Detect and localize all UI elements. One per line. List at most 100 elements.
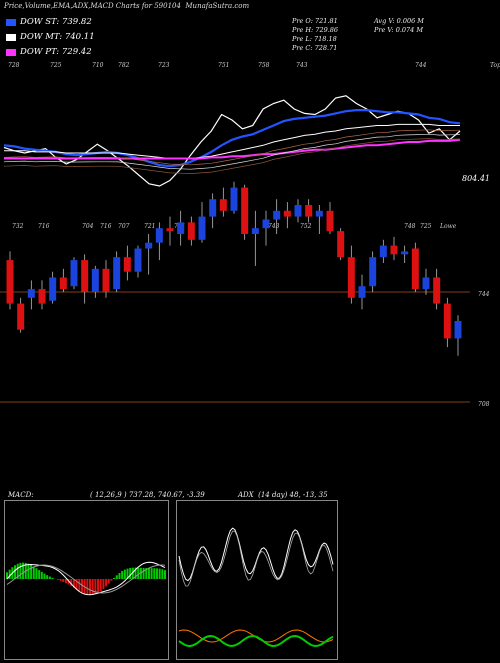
candle-bear [39,289,46,304]
adx-text: (14 day) 48, -13, 35 [258,491,327,499]
macd-histogram-bar [78,579,80,591]
legend-dow-mt: DOW MT: 740.11 [6,32,95,42]
legend-label-mt: DOW MT: [20,32,62,42]
price-label: 804.41 [462,174,490,183]
candle-bear [391,246,398,255]
legend-value-mt: 740.11 [65,32,95,42]
macd-histogram-bar [14,565,16,579]
legend-value-st: 739.82 [62,17,92,27]
top-tick-label: 725 [50,62,62,69]
macd-histogram-bar [41,572,43,579]
macd-histogram-bar [129,568,131,579]
bottom-tick-label: 704 [82,223,94,230]
candle-bull [316,211,323,217]
candle-bear [188,222,195,239]
bottom-tick-label: 707 [118,223,130,230]
adx-values: ADX (14 day) 48, -13, 35 [238,491,328,499]
macd-histogram-bar [43,574,45,579]
candle-bear [284,211,291,217]
ohlc-pre-vol: Pre V: 0.074 M [374,26,423,34]
macd-histogram-bar [65,579,67,583]
candle-bull [71,260,78,286]
ma-line-extra [4,130,460,165]
top-tick-label: Tope [490,62,500,69]
adx-di-minus-line [179,531,333,586]
candle-bull [380,246,387,258]
top-tick-label: 723 [158,62,170,69]
macd-histogram-bar [46,575,48,579]
ohlc-open: Pre O: 721.81 [292,17,338,25]
candle-bear [348,257,355,298]
macd-histogram-bar [105,579,107,586]
site-text: MunafaSutra.com [185,2,249,10]
top-tick-label: 710 [92,62,104,69]
macd-histogram-bar [108,579,110,584]
adx-line [179,636,333,646]
candle-bear [305,205,312,217]
macd-chart [5,501,168,659]
macd-histogram-bar [121,571,123,579]
legend-dow-pt: DOW PT: 729.42 [6,47,92,57]
bottom-tick-label: 732 [12,223,24,230]
bottom-tick-label: 752 [300,223,312,230]
candle-bull [401,251,408,254]
candle-bear [337,231,344,257]
bottom-tick-label: 716 [100,223,112,230]
macd-histogram-bar [86,579,88,595]
candle-bear [167,228,174,231]
macd-histogram-bar [35,568,37,579]
macd-histogram-bar [102,579,104,589]
candle-bear [220,199,227,211]
macd-histogram-bar [97,579,99,593]
candle-bear [7,260,14,304]
macd-histogram-bar [92,579,94,595]
macd-histogram-bar [124,570,126,579]
price-chart: 728725710782723751758743744Tope732716704… [0,58,500,478]
candle-bull [177,222,184,234]
top-tick-label: 782 [118,62,130,69]
bottom-tick-label: 743 [268,223,280,230]
macd-histogram-bar [9,570,11,579]
macd-histogram-bar [38,570,40,579]
candle-bull [263,220,270,229]
macd-values: ( 12,26,9 ) 737.28, 740.67, -3.39 [90,491,205,499]
candle-bear [60,278,67,290]
candle-bull [113,257,120,289]
macd-histogram-bar [52,578,54,579]
macd-label: MACD: [8,491,34,499]
macd-histogram-bar [143,568,145,579]
legend-swatch-mt [6,34,16,41]
candle-bull [273,211,280,220]
candle-bull [359,286,366,298]
chart-title: Price,Volume,EMA,ADX,MACD Charts for 590… [4,2,249,10]
legend-value-pt: 729.42 [62,47,92,57]
macd-histogram-bar [49,577,51,579]
legend-swatch-st [6,19,16,26]
series-line-ema-mt [4,124,460,158]
ohlc-high: Pre H: 729.86 [292,26,338,34]
macd-histogram-bar [116,575,118,579]
top-tick-label: 744 [415,62,427,69]
candle-bear [103,269,110,292]
macd-histogram-bar [137,568,139,579]
adx-chart [177,501,337,659]
top-tick-label: 743 [296,62,308,69]
bottom-tick-label: 716 [38,223,50,230]
right-label-744: 744 [478,291,490,298]
macd-histogram-bar [89,579,91,595]
candle-bull [231,188,238,211]
candle-bull [28,289,35,298]
candle-bull [252,228,259,234]
macd-histogram-bar [27,564,29,579]
macd-histogram-bar [19,563,21,579]
candle-bull [295,205,302,217]
macd-histogram-bar [153,568,155,579]
macd-histogram-bar [148,568,150,579]
macd-histogram-bar [164,570,166,579]
macd-histogram-bar [161,569,163,579]
bottom-tick-label: 748 [404,223,416,230]
candle-bull [92,269,99,292]
top-tick-label: 758 [258,62,270,69]
title-text: Price,Volume,EMA,ADX,MACD Charts for 590… [4,2,181,10]
macd-histogram-bar [159,569,161,579]
